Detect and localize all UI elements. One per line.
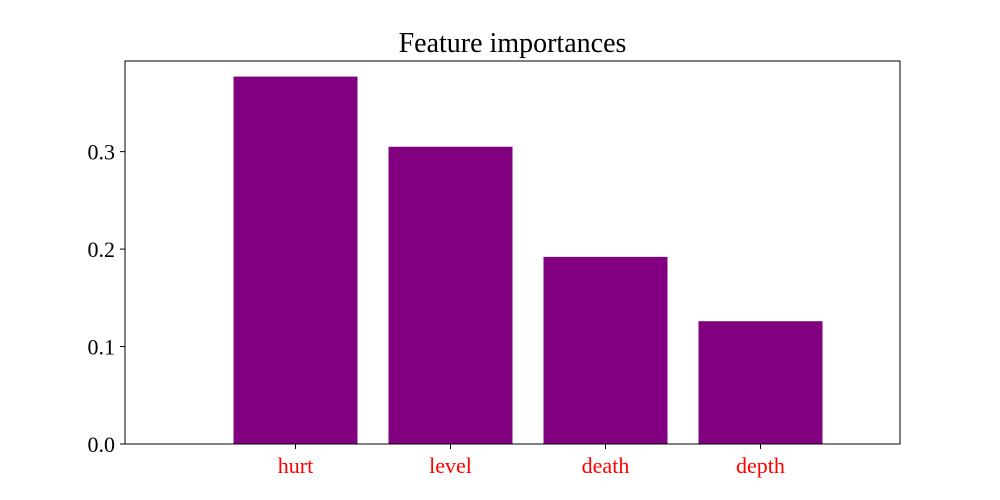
bar-death [543,256,668,444]
bars-group [233,76,823,445]
bar-level [388,146,513,445]
bar-depth [698,321,823,444]
chart-title: Feature importances [399,28,627,59]
x-tick-label: depth [736,453,785,478]
x-axis: hurt level death depth [278,444,785,478]
x-tick-label: hurt [278,453,313,478]
x-tick-label: level [429,453,472,478]
y-axis: 0.0 0.1 0.2 0.3 [88,140,125,457]
y-tick-label: 0.0 [88,432,116,457]
y-tick-label: 0.1 [88,335,116,360]
x-tick-label: death [582,453,630,478]
plot-area-frame [124,60,901,445]
bar-hurt [233,76,358,445]
y-tick-label: 0.2 [88,237,116,262]
y-tick-label: 0.3 [88,140,116,165]
